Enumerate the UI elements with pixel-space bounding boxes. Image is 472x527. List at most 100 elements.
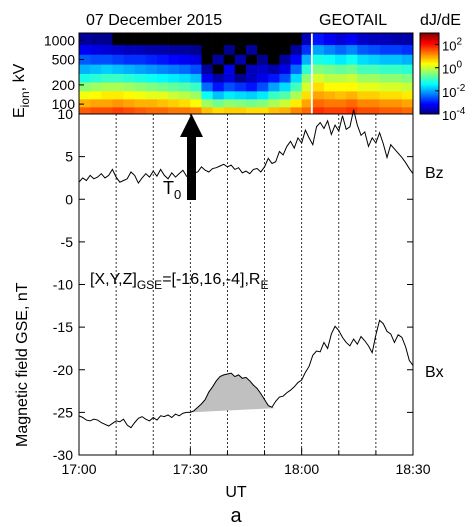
- spectrogram-cell: [212, 44, 225, 55]
- colorbar-segment: [420, 109, 439, 112]
- spectrogram-cell: [335, 44, 347, 55]
- spectrogram-cell: [401, 73, 414, 83]
- spectrogram-cell: [156, 64, 169, 74]
- spectrogram-cell: [179, 82, 191, 92]
- spectrogram-cell: [310, 64, 314, 74]
- spectrogram-cell: [357, 82, 369, 92]
- spectrogram-y-ticks: 1000 500 200 100: [44, 32, 84, 112]
- spectrogram-cell: [234, 54, 247, 65]
- spectrogram-cell: [290, 107, 302, 115]
- spectrogram-cell: [123, 91, 135, 100]
- spectrogram-cell: [223, 91, 236, 100]
- spectrogram-cell: [246, 107, 258, 115]
- spectrogram-cell: [335, 99, 347, 108]
- spectrogram-cell: [223, 54, 236, 65]
- spectrogram-cell: [179, 33, 191, 46]
- spectrogram-cell: [223, 73, 236, 83]
- spectrogram-cell: [123, 44, 135, 55]
- spectrogram-cell: [123, 33, 135, 46]
- spectrogram-cell: [134, 44, 147, 55]
- spectrogram-cell: [79, 33, 91, 46]
- spectrogram-cell: [123, 73, 135, 83]
- spectrogram-cell: [101, 33, 113, 46]
- colorbar: 102 100 10-2 10-4: [419, 32, 466, 123]
- spectrogram-cell: [368, 33, 380, 46]
- spectrogram-cell: [201, 44, 213, 55]
- colorbar-segment: [420, 73, 439, 76]
- spectrogram-cell: [310, 73, 314, 83]
- spectrogram-cell: [212, 107, 225, 115]
- spectrogram-cell: [310, 82, 314, 92]
- spectrogram-cell: [145, 44, 158, 55]
- spectrogram-cell: [201, 54, 213, 65]
- spectrogram-cell: [368, 91, 380, 100]
- spectrogram-cell: [290, 44, 302, 55]
- spectrogram-cell: [134, 99, 147, 108]
- spectrogram-cell: [268, 73, 280, 83]
- magnetic-field-x-ticks: 17:00 17:30 18:00 18:30: [61, 448, 431, 477]
- colorbar-segment: [420, 45, 439, 47]
- colorbar-segment: [420, 89, 439, 92]
- spectrogram-cell: [134, 54, 147, 65]
- spectrogram-cell: [123, 64, 135, 74]
- spectrogram-cell: [223, 99, 236, 108]
- colorbar-segment: [420, 53, 439, 55]
- spectrogram-cell: [290, 91, 302, 100]
- spectrogram-cell: [268, 107, 280, 115]
- spectrogram-cell: [335, 64, 347, 74]
- colorbar-tick-label: 102: [442, 37, 462, 54]
- spectrogram-cell: [156, 44, 169, 55]
- colorbar-segment: [420, 66, 439, 69]
- spectrogram-cell: [234, 33, 247, 46]
- spectrogram-cell: [223, 33, 236, 46]
- magnetic-field-y-axis-label: Magnetic field GSE, nT: [14, 282, 31, 447]
- spectrogram-cell: [179, 91, 191, 100]
- spectrogram-y-tick-label: 1000: [44, 32, 75, 48]
- spectrogram-cell: [79, 44, 91, 55]
- colorbar-segment: [420, 49, 439, 51]
- spectrogram-cell: [279, 73, 291, 83]
- spectrogram-cell: [168, 91, 180, 100]
- spectrogram-cell: [190, 44, 202, 55]
- spectrogram-cell: [112, 82, 124, 92]
- colorbar-segment: [420, 69, 439, 72]
- spectrogram-cell: [379, 99, 392, 108]
- spectrogram-cell: [257, 73, 269, 83]
- spectrogram-cell: [134, 64, 147, 74]
- colorbar-segment: [420, 72, 439, 74]
- spectrogram-cell: [223, 64, 236, 74]
- spectrogram-cell: [168, 107, 180, 115]
- shaded-region: [190, 373, 276, 413]
- x-tick-label: 17:00: [61, 461, 96, 477]
- spectrogram-cell: [401, 33, 414, 46]
- spectrogram-cell: [190, 64, 202, 74]
- y-tick-label: -20: [53, 362, 73, 378]
- spectrogram-cell: [290, 99, 302, 108]
- spectrogram-cell: [90, 33, 102, 46]
- spectrogram-cell: [312, 54, 325, 65]
- spectrogram-cell: [156, 73, 169, 83]
- spectrogram-cell: [79, 91, 91, 100]
- spectrogram-cell: [246, 54, 258, 65]
- x-tick-label: 18:30: [395, 461, 430, 477]
- spectrogram-cell: [145, 73, 158, 83]
- spectrogram-cell: [301, 64, 312, 74]
- spectrogram-cell: [310, 33, 314, 46]
- colorbar-tick-label: 100: [442, 60, 462, 77]
- spectrogram-cell: [301, 54, 312, 65]
- colorbar-segment: [420, 62, 439, 65]
- spectrogram-cell: [257, 33, 269, 46]
- spectrogram-cell: [212, 82, 225, 92]
- spectrogram-cell: [368, 44, 380, 55]
- spectrogram-cell: [279, 44, 291, 55]
- colorbar-segment: [420, 37, 439, 39]
- spectrogram-cell: [368, 99, 380, 108]
- spectrogram-cell: [79, 64, 91, 74]
- spectrogram-cell: [379, 107, 392, 115]
- spectrogram-cell: [212, 99, 225, 108]
- spectrogram-cell: [246, 82, 258, 92]
- spectrogram-cell: [357, 99, 369, 108]
- colorbar-segment: [420, 55, 439, 58]
- spectrogram-cell: [390, 107, 403, 115]
